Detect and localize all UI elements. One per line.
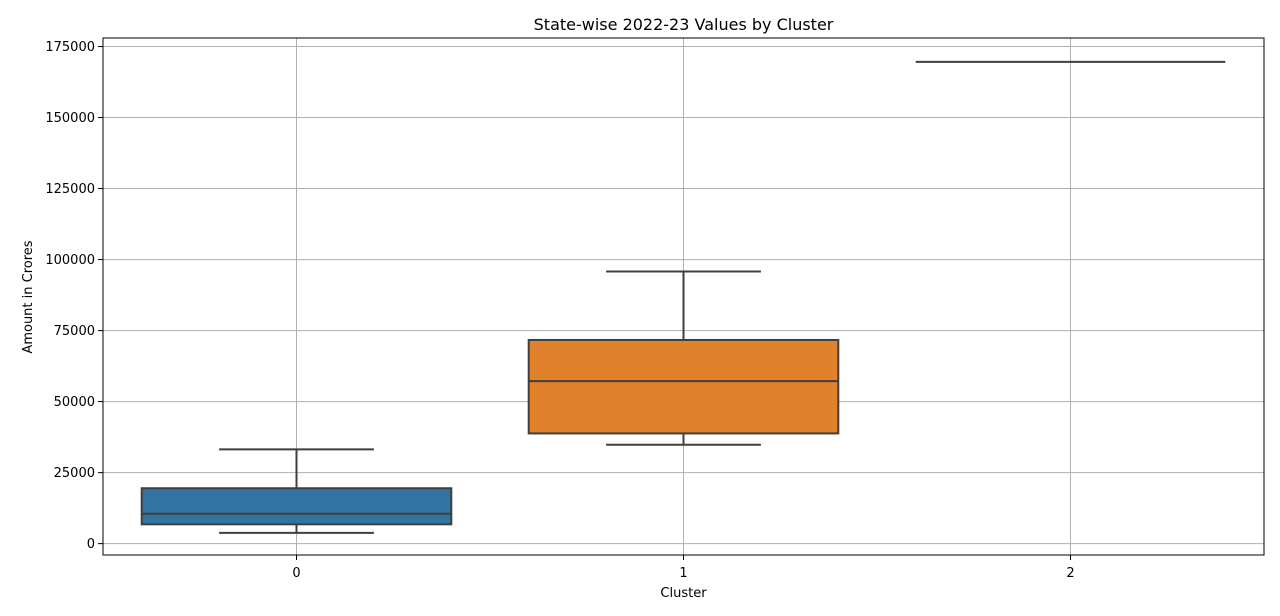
y-tick-label: 150000 bbox=[45, 111, 95, 126]
box-cluster-0 bbox=[140, 448, 453, 534]
y-tick-label: 125000 bbox=[45, 182, 95, 197]
box-series bbox=[140, 60, 1226, 534]
y-tick-label: 100000 bbox=[45, 253, 95, 268]
x-axis-ticks: 0 1 2 bbox=[292, 555, 1075, 581]
y-tick-label: 175000 bbox=[45, 40, 95, 55]
x-axis-label: Cluster bbox=[660, 586, 707, 601]
y-axis-label: Amount in Crores bbox=[21, 240, 36, 353]
box-cluster-1 bbox=[527, 270, 840, 446]
box-iqr bbox=[527, 338, 840, 435]
x-tick-label: 1 bbox=[679, 566, 687, 581]
x-tick-label: 0 bbox=[292, 566, 300, 581]
y-tick-label: 0 bbox=[87, 537, 95, 552]
y-tick-label: 25000 bbox=[54, 466, 95, 481]
box-iqr bbox=[140, 487, 453, 526]
x-tick-label: 2 bbox=[1066, 566, 1074, 581]
y-tick-label: 75000 bbox=[54, 324, 95, 339]
chart-title: State-wise 2022-23 Values by Cluster bbox=[534, 15, 834, 34]
y-axis-ticks: 0 25000 50000 75000 100000 125000 150000 175000 bbox=[45, 40, 103, 552]
y-tick-label: 50000 bbox=[54, 395, 95, 410]
